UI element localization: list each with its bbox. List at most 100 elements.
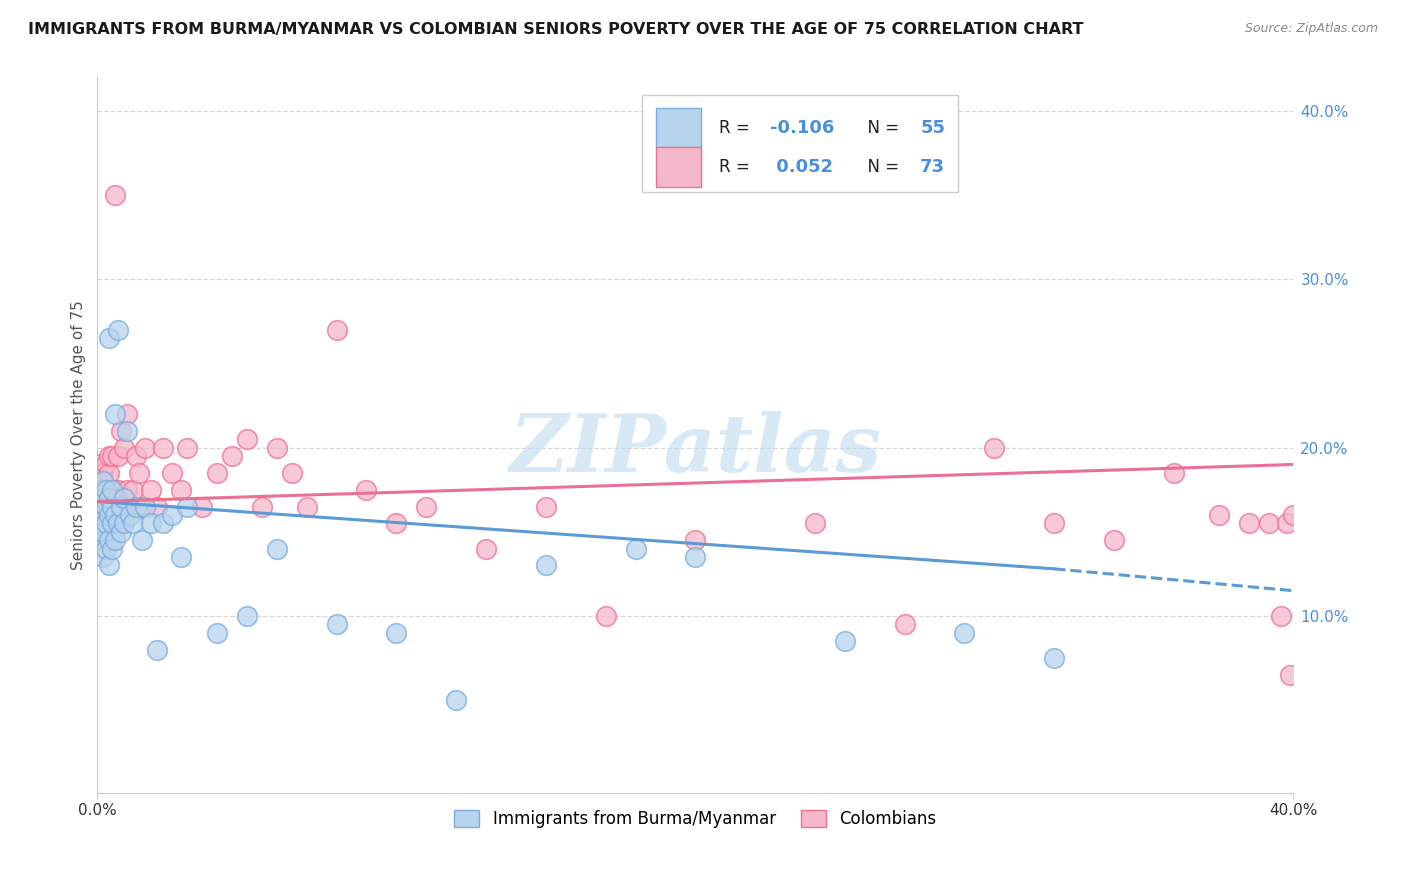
Point <box>110 424 132 438</box>
Point <box>176 441 198 455</box>
FancyBboxPatch shape <box>655 147 702 186</box>
Point <box>89 483 111 497</box>
Point <box>205 466 228 480</box>
Point <box>122 483 145 497</box>
Point <box>91 466 114 480</box>
Point <box>236 432 259 446</box>
Text: 55: 55 <box>920 119 945 136</box>
FancyBboxPatch shape <box>641 95 959 192</box>
Point <box>191 500 214 514</box>
Point <box>96 516 118 531</box>
Point <box>893 617 915 632</box>
Point <box>96 483 118 497</box>
Point <box>160 508 183 522</box>
Text: IMMIGRANTS FROM BURMA/MYANMAR VS COLOMBIAN SENIORS POVERTY OVER THE AGE OF 75 CO: IMMIGRANTS FROM BURMA/MYANMAR VS COLOMBI… <box>28 22 1084 37</box>
Point <box>110 500 132 514</box>
Point <box>1043 651 1066 665</box>
Point <box>112 500 135 514</box>
Point <box>110 500 132 514</box>
Point <box>170 550 193 565</box>
Point <box>98 508 121 522</box>
Point <box>120 500 142 514</box>
Point <box>160 466 183 480</box>
Point <box>96 524 118 539</box>
Point <box>89 533 111 548</box>
Point <box>96 500 118 514</box>
Text: 0.052: 0.052 <box>769 158 832 176</box>
Point <box>266 441 288 455</box>
Point <box>112 441 135 455</box>
Point <box>101 483 124 497</box>
Point <box>101 449 124 463</box>
Point <box>295 500 318 514</box>
Point <box>146 500 169 514</box>
Y-axis label: Seniors Poverty Over the Age of 75: Seniors Poverty Over the Age of 75 <box>72 301 86 570</box>
Point <box>101 483 124 497</box>
Point <box>122 516 145 531</box>
Point <box>96 458 118 472</box>
Point <box>104 188 127 202</box>
Point <box>89 491 111 505</box>
Point <box>1208 508 1230 522</box>
Point <box>385 516 408 531</box>
Point <box>107 483 129 497</box>
Point <box>91 508 114 522</box>
FancyBboxPatch shape <box>655 108 702 147</box>
Point <box>475 541 498 556</box>
Point <box>176 500 198 514</box>
Point <box>221 449 243 463</box>
Point <box>91 516 114 531</box>
Point <box>534 500 557 514</box>
Point <box>104 508 127 522</box>
Point <box>98 466 121 480</box>
Point <box>101 500 124 514</box>
Point <box>534 558 557 573</box>
Point <box>96 541 118 556</box>
Point <box>98 491 121 505</box>
Point <box>280 466 302 480</box>
Point <box>117 424 139 438</box>
Point <box>98 331 121 345</box>
Point <box>325 323 347 337</box>
Point <box>131 533 153 548</box>
Point <box>112 491 135 505</box>
Point <box>96 483 118 497</box>
Point <box>104 508 127 522</box>
Point <box>91 500 114 514</box>
Point <box>110 524 132 539</box>
Point <box>112 516 135 531</box>
Point <box>385 625 408 640</box>
Text: R =: R = <box>720 158 755 176</box>
Point <box>91 491 114 505</box>
Point <box>1279 668 1302 682</box>
Point <box>117 407 139 421</box>
Text: N =: N = <box>856 119 904 136</box>
Point <box>131 500 153 514</box>
Point <box>104 533 127 548</box>
Point <box>91 524 114 539</box>
Point <box>89 500 111 514</box>
Point <box>1102 533 1125 548</box>
Point <box>98 533 121 548</box>
Point <box>101 516 124 531</box>
Point <box>1163 466 1185 480</box>
Point <box>91 483 114 497</box>
Point <box>134 500 156 514</box>
Point <box>91 550 114 565</box>
Point <box>89 458 111 472</box>
Point <box>98 558 121 573</box>
Point <box>101 500 124 514</box>
Text: 73: 73 <box>920 158 945 176</box>
Point <box>325 617 347 632</box>
Point <box>685 533 707 548</box>
Text: N =: N = <box>856 158 904 176</box>
Text: ZIPatlas: ZIPatlas <box>509 410 882 488</box>
Point <box>146 642 169 657</box>
Point <box>624 541 647 556</box>
Point <box>444 693 467 707</box>
Point <box>104 483 127 497</box>
Point <box>91 475 114 489</box>
Point <box>117 483 139 497</box>
Point <box>107 500 129 514</box>
Point <box>356 483 378 497</box>
